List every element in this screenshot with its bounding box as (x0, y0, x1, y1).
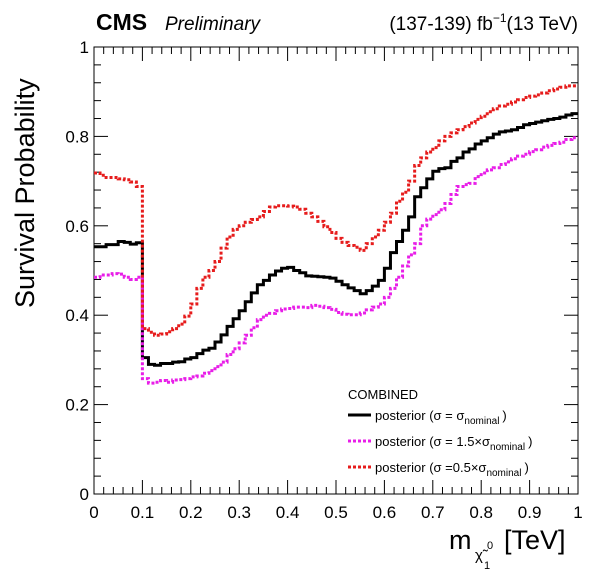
x-tick-label: 0 (89, 503, 98, 522)
x-tick-label: 0.6 (373, 503, 397, 522)
energy-text: (13 TeV) (507, 14, 578, 35)
y-tick-label: 0.6 (65, 217, 89, 236)
lumi-exponent: −1 (493, 11, 507, 25)
series-layer (94, 84, 578, 385)
legend-title: COMBINED (348, 387, 418, 402)
y-tick-label: 0.2 (65, 396, 89, 415)
legend-entry-1p5: posterior (σ = 1.5×σnominal) (375, 434, 532, 453)
x-tick-label: 0.8 (469, 503, 493, 522)
axis-tick-labels: 0 0.1 0.2 0.3 0.4 0.5 0.6 0.7 0.8 0.9 1 0 0.2 0.4 0.6 0… (65, 38, 582, 522)
cms-label: CMS (96, 9, 147, 35)
lumi-text: (137-139) fb (389, 14, 493, 35)
series-1p5-sigma (94, 136, 578, 385)
series-nominal (94, 112, 578, 367)
x-tick-label: 0.3 (227, 503, 251, 522)
x-tick-label: 0.1 (131, 503, 155, 522)
x-tick-label: 0.9 (518, 503, 542, 522)
y-tick-label: 0 (80, 485, 89, 504)
x-axis-label-subsub: 1 (484, 560, 490, 572)
x-tick-label: 0.5 (324, 503, 348, 522)
legend-entry-0p5: posterior (σ =0.5×σnominal) (375, 460, 529, 479)
x-axis-label-sup: 0 (487, 540, 493, 552)
y-tick-label: 1 (80, 38, 89, 57)
x-tick-label: 0.4 (276, 503, 300, 522)
x-tick-label: 0.7 (421, 503, 445, 522)
y-tick-label: 0.4 (65, 306, 89, 325)
legend-entry-nominal: posterior (σ = σnominal) (375, 408, 507, 427)
preliminary-label: Preliminary (165, 14, 262, 35)
legend: COMBINED posterior (σ = σnominal) poster… (348, 387, 532, 479)
series-0p5-sigma (94, 84, 578, 337)
x-axis-label: m χ̃ 0 1 [TeV] (449, 525, 566, 572)
y-axis-label: Survival Probability (10, 78, 40, 308)
plot-frame (93, 46, 579, 495)
x-axis-label-m: m (449, 525, 472, 555)
x-axis-label-unit: [TeV] (504, 525, 566, 555)
luminosity-label: (137-139) fb−1(13 TeV) (389, 11, 578, 35)
axis-ticks (93, 46, 579, 495)
x-tick-label: 0.2 (179, 503, 203, 522)
y-tick-label: 0.8 (65, 127, 89, 146)
x-tick-label: 1 (573, 503, 582, 522)
